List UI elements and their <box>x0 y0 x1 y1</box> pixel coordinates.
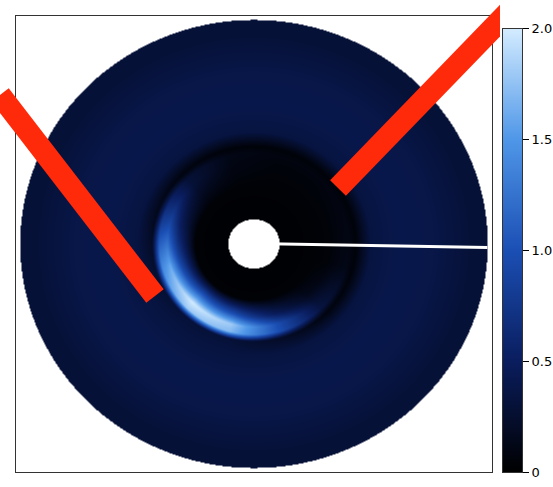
svg-text:1.5: 1.5 <box>532 132 553 147</box>
svg-text:1.0: 1.0 <box>532 243 553 258</box>
svg-text:0.5: 0.5 <box>532 354 553 369</box>
svg-text:0: 0 <box>532 465 540 480</box>
svg-text:2.0: 2.0 <box>532 21 553 36</box>
